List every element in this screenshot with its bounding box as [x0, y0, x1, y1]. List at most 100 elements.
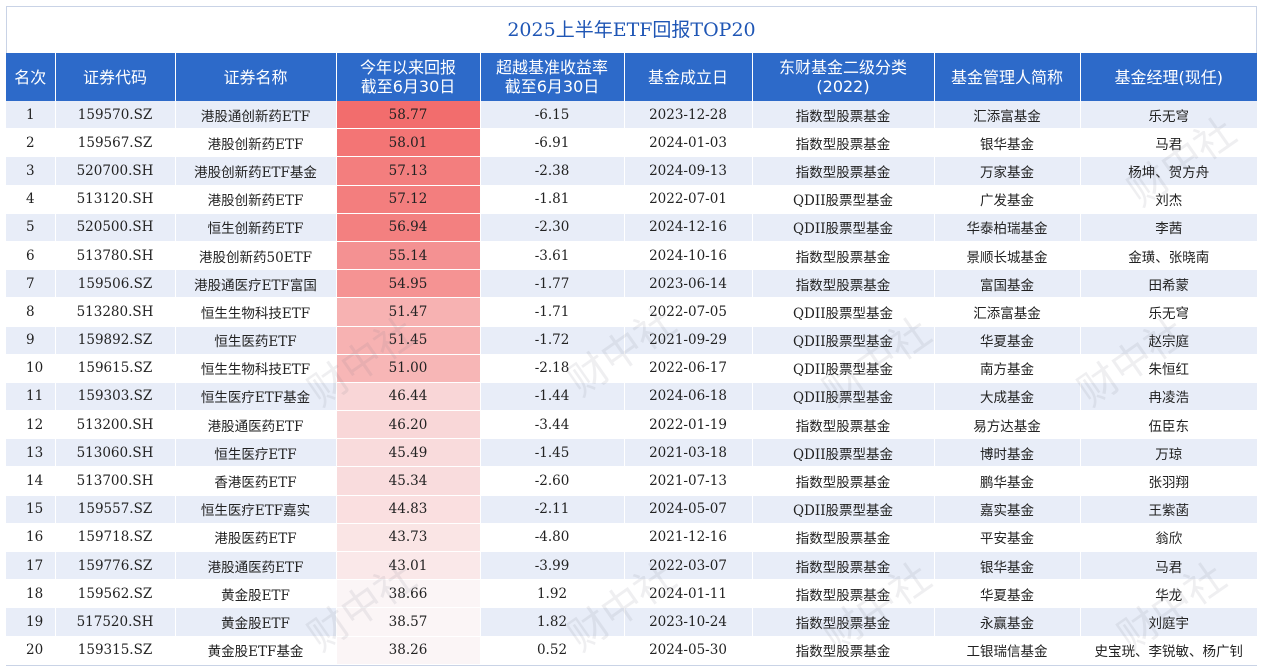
- fund-name-cell: 恒生生物科技ETF: [175, 354, 337, 383]
- excess-return-cell: -3.99: [480, 551, 625, 581]
- excess-return-cell: -2.38: [480, 156, 625, 186]
- manager-cell: 南方基金: [934, 354, 1081, 383]
- header-row: 名次 证券代码 证券名称 今年以来回报 截至6月30日 超越基准收益率 截至6月30…: [6, 53, 1257, 101]
- category-cell: 指数型股票基金: [752, 607, 935, 637]
- return-cell: 46.44: [336, 382, 481, 412]
- fund-name-cell: 港股创新药50ETF: [175, 241, 337, 271]
- table-row: 11 159303.SZ 恒生医疗ETF基金 46.44 -1.44 2024-06-18…: [6, 382, 1257, 412]
- manager-cell: 华夏基金: [934, 579, 1081, 609]
- code-cell: 513280.SH: [55, 297, 176, 327]
- return-cell: 43.01: [336, 551, 481, 581]
- category-cell: 指数型股票基金: [752, 128, 935, 158]
- category-cell: 指数型股票基金: [752, 466, 935, 496]
- manager-cell: 华泰柏瑞基金: [934, 213, 1081, 242]
- rank-cell: 5: [6, 213, 56, 242]
- excess-return-cell: -1.77: [480, 269, 625, 299]
- manager-cell: 易方达基金: [934, 410, 1081, 440]
- manager-cell: 华夏基金: [934, 326, 1081, 355]
- category-cell: 指数型股票基金: [752, 241, 935, 271]
- rank-cell: 2: [6, 128, 56, 158]
- inception-date-cell: 2024-12-16: [624, 213, 753, 242]
- rank-cell: 20: [6, 636, 56, 665]
- return-cell: 55.14: [336, 241, 481, 271]
- manager-cell: 永赢基金: [934, 607, 1081, 637]
- rank-cell: 17: [6, 551, 56, 581]
- fund-name-cell: 恒生医疗ETF基金: [175, 382, 337, 412]
- header-excess: 超越基准收益率 截至6月30日: [480, 53, 625, 101]
- category-cell: QDII股票型基金: [752, 438, 935, 468]
- fund-name-cell: 港股通创新药ETF: [175, 101, 337, 130]
- table-title: 2025上半年ETF回报TOP20: [507, 19, 756, 41]
- code-cell: 517520.SH: [55, 607, 176, 637]
- excess-return-cell: 1.92: [480, 579, 625, 609]
- code-cell: 159567.SZ: [55, 128, 176, 158]
- code-cell: 520700.SH: [55, 156, 176, 186]
- etf-ranking-table: 名次 证券代码 证券名称 今年以来回报 截至6月30日 超越基准收益率 截至6月30…: [6, 53, 1257, 665]
- return-cell: 58.01: [336, 128, 481, 158]
- return-cell: 45.49: [336, 438, 481, 468]
- header-manager: 基金管理人简称: [934, 53, 1081, 101]
- excess-return-cell: -1.45: [480, 438, 625, 468]
- inception-date-cell: 2021-03-18: [624, 438, 753, 468]
- fund-name-cell: 港股创新药ETF基金: [175, 156, 337, 186]
- fund-name-cell: 黄金股ETF基金: [175, 636, 337, 665]
- manager-cell: 广发基金: [934, 185, 1081, 214]
- code-cell: 513120.SH: [55, 185, 176, 214]
- code-cell: 513060.SH: [55, 438, 176, 468]
- fund-manager-cell: 杨坤、贺方舟: [1080, 156, 1257, 186]
- code-cell: 159315.SZ: [55, 636, 176, 665]
- inception-date-cell: 2022-07-01: [624, 185, 753, 214]
- fund-manager-cell: 马君: [1080, 128, 1257, 158]
- excess-return-cell: -6.91: [480, 128, 625, 158]
- fund-name-cell: 港股创新药ETF: [175, 128, 337, 158]
- return-cell: 45.34: [336, 466, 481, 496]
- table-row: 16 159718.SZ 港股医药ETF 43.73 -4.80 2021-12-16 指数…: [6, 523, 1257, 553]
- fund-name-cell: 黄金股ETF: [175, 607, 337, 637]
- code-cell: 513700.SH: [55, 466, 176, 496]
- manager-cell: 银华基金: [934, 128, 1081, 158]
- inception-date-cell: 2023-12-28: [624, 101, 753, 130]
- code-cell: 159557.SZ: [55, 495, 176, 524]
- rank-cell: 4: [6, 185, 56, 214]
- excess-return-cell: -3.44: [480, 410, 625, 440]
- fund-name-cell: 港股医药ETF: [175, 523, 337, 553]
- return-cell: 51.45: [336, 326, 481, 355]
- rank-cell: 6: [6, 241, 56, 271]
- inception-date-cell: 2021-07-13: [624, 466, 753, 496]
- code-cell: 520500.SH: [55, 213, 176, 242]
- inception-date-cell: 2022-01-19: [624, 410, 753, 440]
- code-cell: 159506.SZ: [55, 269, 176, 299]
- header-text: 截至6月30日: [360, 77, 456, 96]
- header-text: 证券名称: [223, 67, 288, 87]
- table-row: 19 517520.SH 黄金股ETF 38.57 1.82 2023-10-24 指数型股…: [6, 607, 1257, 637]
- excess-return-cell: -2.18: [480, 354, 625, 383]
- excess-return-cell: 1.82: [480, 607, 625, 637]
- header-text: 基金成立日: [647, 67, 728, 87]
- header-text: 今年以来回报: [359, 58, 456, 77]
- return-cell: 57.12: [336, 185, 481, 214]
- return-cell: 38.26: [336, 636, 481, 665]
- excess-return-cell: 0.52: [480, 636, 625, 665]
- code-cell: 159615.SZ: [55, 354, 176, 383]
- category-cell: QDII股票型基金: [752, 185, 935, 214]
- rank-cell: 3: [6, 156, 56, 186]
- category-cell: 指数型股票基金: [752, 156, 935, 186]
- header-text: 名次: [14, 67, 47, 87]
- category-cell: QDII股票型基金: [752, 297, 935, 327]
- category-cell: QDII股票型基金: [752, 354, 935, 383]
- code-cell: 159562.SZ: [55, 579, 176, 609]
- fund-manager-cell: 史宝珖、李锐敏、杨广钊: [1080, 636, 1257, 665]
- table-row: 8 513280.SH 恒生生物科技ETF 51.47 -1.71 2022-07-05 Q…: [6, 297, 1257, 327]
- header-text: 证券代码: [82, 67, 147, 87]
- header-return: 今年以来回报 截至6月30日: [336, 53, 481, 101]
- inception-date-cell: 2024-01-03: [624, 128, 753, 158]
- inception-date-cell: 2024-05-30: [624, 636, 753, 665]
- manager-cell: 大成基金: [934, 382, 1081, 412]
- code-cell: 159570.SZ: [55, 101, 176, 130]
- category-cell: QDII股票型基金: [752, 213, 935, 242]
- category-cell: 指数型股票基金: [752, 579, 935, 609]
- manager-cell: 汇添富基金: [934, 297, 1081, 327]
- manager-cell: 鹏华基金: [934, 466, 1081, 496]
- fund-manager-cell: 田希蒙: [1080, 269, 1257, 299]
- table-row: 6 513780.SH 港股创新药50ETF 55.14 -3.61 2024-10-16…: [6, 241, 1257, 271]
